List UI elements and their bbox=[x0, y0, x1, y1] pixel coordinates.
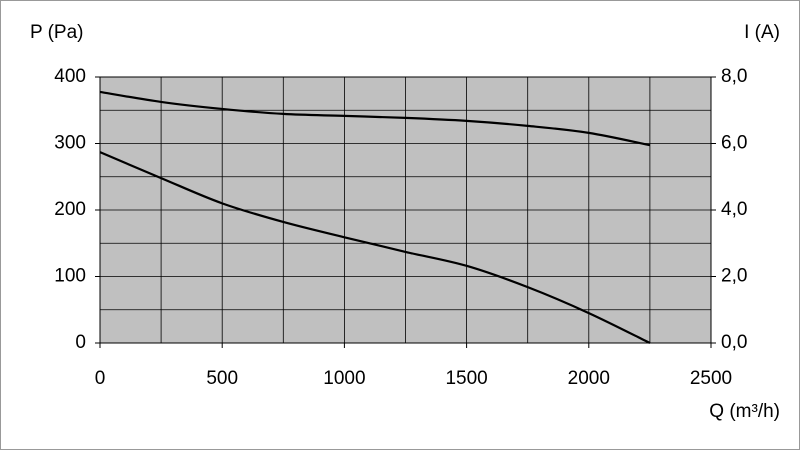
x-tick-label: 1500 bbox=[445, 368, 487, 389]
x-tick-label: 2000 bbox=[568, 368, 610, 389]
y-tick-label: 0 bbox=[75, 332, 86, 353]
y2-tick-label: 2,0 bbox=[721, 266, 747, 287]
y-tick-label: 100 bbox=[54, 266, 86, 287]
y-axis-title: P (Pa) bbox=[30, 22, 84, 43]
y2-tick-label: 6,0 bbox=[721, 133, 747, 154]
y-tick-label: 300 bbox=[54, 133, 86, 154]
y2-tick-label: 4,0 bbox=[721, 199, 747, 220]
y2-axis-title: I (A) bbox=[744, 22, 780, 43]
y-tick-label: 200 bbox=[54, 199, 86, 220]
y2-tick-label: 0,0 bbox=[721, 332, 747, 353]
series-line bbox=[99, 90, 651, 147]
y2-tick-label: 8,0 bbox=[721, 66, 747, 87]
x-tick-label: 1000 bbox=[323, 368, 365, 389]
x-axis-title: Q (m³/h) bbox=[709, 401, 780, 422]
x-tick-label: 500 bbox=[206, 368, 238, 389]
x-tick-label: 2500 bbox=[690, 368, 732, 389]
x-tick-label: 0 bbox=[95, 368, 106, 389]
series-line bbox=[99, 151, 651, 344]
y-tick-label: 400 bbox=[54, 66, 86, 87]
